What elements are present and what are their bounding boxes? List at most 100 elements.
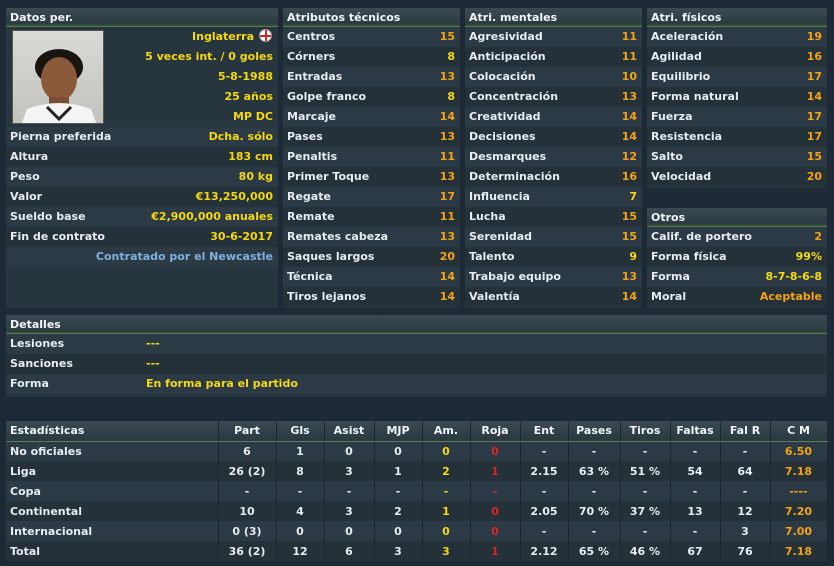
personal-row-label: Pierna preferida: [10, 130, 112, 143]
contract-note-row: Contratado por el Newcastle: [6, 247, 278, 267]
mental-attr-label: Desmarques: [469, 150, 547, 163]
nationality-row: Inglaterra: [6, 27, 278, 47]
stats-cell: 0: [374, 521, 423, 541]
stats-cell: Copa: [6, 481, 219, 501]
stats-cell: -: [670, 521, 721, 541]
technical-attr-row: Golpe franco 8: [283, 87, 460, 107]
mental-attr-row: Anticipación 11: [465, 47, 642, 67]
stats-cell: 12: [720, 501, 771, 521]
personal-row-value: 80 kg: [238, 170, 273, 183]
stats-cell: -: [568, 521, 621, 541]
others-attr-label: Moral: [651, 290, 687, 303]
stats-row: No oficiales 6 1 0 0 0 0- - - - -6.50: [6, 441, 828, 461]
stats-cell: ----: [770, 481, 828, 501]
stats-cell: -: [720, 481, 771, 501]
stats-row: Copa - - - - - - - - - - - ----: [6, 481, 828, 501]
stats-column-header[interactable]: Asist: [324, 421, 375, 442]
stats-column-header[interactable]: Pases: [568, 421, 621, 442]
stats-cell: -: [520, 441, 569, 461]
personal-row-value: Dcha. sólo: [208, 130, 273, 143]
mental-attr-row: Concentración 13: [465, 87, 642, 107]
mental-attr-value: 13: [621, 90, 637, 103]
caps-value: 5 veces int. / 0 goles: [145, 50, 273, 63]
personal-row-value: 183 cm: [228, 150, 273, 163]
others-attr-row: Calif. de portero 2: [647, 227, 827, 247]
stats-column-header[interactable]: Faltas: [670, 421, 721, 442]
technical-attr-row: Saques largos 20: [283, 247, 460, 267]
physical-attr-label: Salto: [651, 150, 683, 163]
stats-column-header[interactable]: Ent: [520, 421, 569, 442]
others-attr-row: Forma física 99%: [647, 247, 827, 267]
stats-column-header[interactable]: C M: [770, 421, 828, 442]
stats-cell: 2.15: [520, 461, 569, 481]
mental-attr-row: Creatividad 14: [465, 107, 642, 127]
mental-attr-value: 7: [629, 190, 637, 203]
personal-row-label: Sueldo base: [10, 210, 86, 223]
physical-panel: Atri. físicos Aceleración 19 Agilidad 16 Equ…: [647, 8, 827, 188]
technical-attr-row: Entradas 13: [283, 67, 460, 87]
physical-attr-row: Salto 15: [647, 147, 827, 167]
stats-cell: 1: [276, 441, 325, 461]
technical-attr-label: Entradas: [287, 70, 343, 83]
mental-attr-value: 15: [621, 230, 637, 243]
mental-attr-value: 14: [621, 130, 637, 143]
stats-cell: 46 %: [620, 541, 671, 561]
stats-cell: 2.05: [520, 501, 569, 521]
technical-attr-value: 11: [439, 150, 455, 163]
mental-attr-value: 10: [621, 70, 637, 83]
personal-row-label: Fin de contrato: [10, 230, 105, 243]
others-attr-row: Moral Aceptable: [647, 287, 827, 307]
stats-column-header[interactable]: Roja: [470, 421, 521, 442]
stats-cell: 36 (2): [218, 541, 277, 561]
physical-attr-label: Equilibrio: [651, 70, 711, 83]
technical-attr-value: 17: [439, 190, 455, 203]
mental-attr-value: 9: [629, 250, 637, 263]
stats-cell: No oficiales: [6, 441, 219, 461]
personal-row: Peso 80 kg: [6, 167, 278, 187]
stats-cell: -: [620, 481, 671, 501]
stats-cell: -: [374, 481, 423, 501]
mental-attr-label: Determinación: [469, 170, 560, 183]
mental-attr-row: Serenidad 15: [465, 227, 642, 247]
technical-attr-value: 8: [447, 50, 455, 63]
stats-cell: 2: [374, 501, 423, 521]
stats-cell: 76: [720, 541, 771, 561]
stats-row: Continental 10 4 3 2 1 0 2.05 70 % 37 % 13 12 7.20: [6, 501, 828, 521]
personal-header: Datos per.: [6, 8, 278, 27]
stats-cell: -: [720, 441, 771, 461]
technical-attr-row: Técnica 14: [283, 267, 460, 287]
physical-attr-value: 15: [806, 150, 822, 163]
mental-attr-row: Lucha 15: [465, 207, 642, 227]
technical-attr-row: Tiros lejanos 14: [283, 287, 460, 307]
stats-column-header[interactable]: Estadísticas: [6, 421, 219, 442]
physical-attr-value: 17: [806, 130, 822, 143]
stats-cell: 3: [324, 501, 375, 521]
stats-column-header[interactable]: Tiros: [620, 421, 671, 442]
stats-cell: 65 %: [568, 541, 621, 561]
technical-attr-row: Marcaje 14: [283, 107, 460, 127]
physical-attr-row: Agilidad 16: [647, 47, 827, 67]
stats-cell: 64: [720, 461, 771, 481]
stats-cell: 3: [374, 541, 423, 561]
stats-column-header[interactable]: Am.: [422, 421, 471, 442]
technical-attr-value: 14: [439, 290, 455, 303]
stats-column-header[interactable]: Part: [218, 421, 277, 442]
stats-column-header[interactable]: Fal R: [720, 421, 771, 442]
mental-attr-value: 13: [621, 270, 637, 283]
technical-attr-value: 8: [447, 90, 455, 103]
details-item-label: Forma: [10, 377, 49, 390]
stats-column-header[interactable]: MJP: [374, 421, 423, 442]
physical-attr-row: Resistencia 17: [647, 127, 827, 147]
stats-cell: Total: [6, 541, 219, 561]
contract-club-link[interactable]: Contratado por el Newcastle: [95, 250, 273, 263]
physical-attr-row: Aceleración 19: [647, 27, 827, 47]
position-row: MP DC: [6, 107, 278, 127]
stats-cell: 1: [422, 501, 471, 521]
stats-cell: -: [520, 481, 569, 501]
stats-cell: 4: [276, 501, 325, 521]
physical-attr-value: 17: [806, 70, 822, 83]
stats-column-header[interactable]: Gls: [276, 421, 325, 442]
others-attr-value: Aceptable: [759, 290, 822, 303]
technical-attr-label: Tiros lejanos: [287, 290, 366, 303]
stats-cell: 7.18: [770, 541, 828, 561]
